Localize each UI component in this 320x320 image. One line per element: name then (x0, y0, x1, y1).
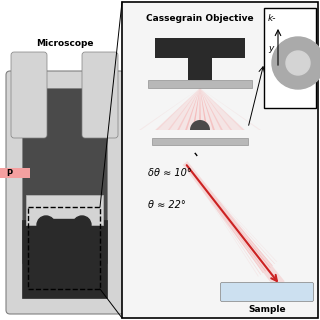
Text: Sample: Sample (248, 305, 286, 314)
Polygon shape (185, 163, 268, 269)
Bar (264, 8, 316, 108)
Bar (22, 88, 107, 263)
Polygon shape (185, 163, 273, 266)
Polygon shape (185, 163, 264, 273)
Text: δθ ≈ 10°: δθ ≈ 10° (148, 168, 192, 178)
Bar (28, 207, 100, 289)
Polygon shape (139, 88, 200, 130)
Polygon shape (200, 88, 232, 130)
Circle shape (73, 216, 91, 234)
FancyBboxPatch shape (82, 52, 118, 138)
Polygon shape (183, 161, 285, 289)
Text: Microscope: Microscope (36, 39, 94, 48)
Polygon shape (185, 163, 275, 264)
Polygon shape (155, 88, 245, 130)
Polygon shape (168, 88, 200, 130)
Circle shape (272, 37, 320, 89)
Polygon shape (200, 88, 208, 130)
Bar (26, 195, 103, 225)
Polygon shape (200, 88, 215, 130)
Polygon shape (185, 163, 266, 271)
Polygon shape (185, 88, 200, 130)
Polygon shape (199, 88, 201, 130)
Circle shape (37, 216, 55, 234)
Polygon shape (185, 163, 261, 275)
Text: θ ≈ 22°: θ ≈ 22° (148, 200, 186, 210)
FancyBboxPatch shape (11, 52, 47, 138)
Bar (46, 219, 82, 231)
Text: Cassegrain Objective: Cassegrain Objective (146, 14, 254, 23)
Bar (0, 168, 30, 178)
Polygon shape (200, 88, 261, 130)
Bar (152, 138, 248, 145)
Bar (123, 3, 317, 317)
Polygon shape (185, 163, 277, 262)
Polygon shape (156, 88, 200, 130)
FancyBboxPatch shape (6, 71, 124, 314)
Text: P: P (6, 169, 12, 178)
Bar (188, 58, 212, 80)
FancyBboxPatch shape (220, 283, 314, 301)
Bar (122, 2, 318, 318)
Polygon shape (185, 163, 259, 276)
Bar (155, 38, 245, 58)
Bar (22, 220, 107, 298)
Wedge shape (190, 120, 210, 130)
Polygon shape (200, 88, 244, 130)
Polygon shape (192, 88, 200, 130)
Circle shape (286, 51, 310, 75)
Text: y: y (268, 44, 274, 52)
Polygon shape (177, 88, 200, 130)
Text: k-: k- (268, 14, 276, 23)
Bar (148, 80, 252, 88)
Polygon shape (200, 88, 223, 130)
Polygon shape (185, 163, 271, 268)
